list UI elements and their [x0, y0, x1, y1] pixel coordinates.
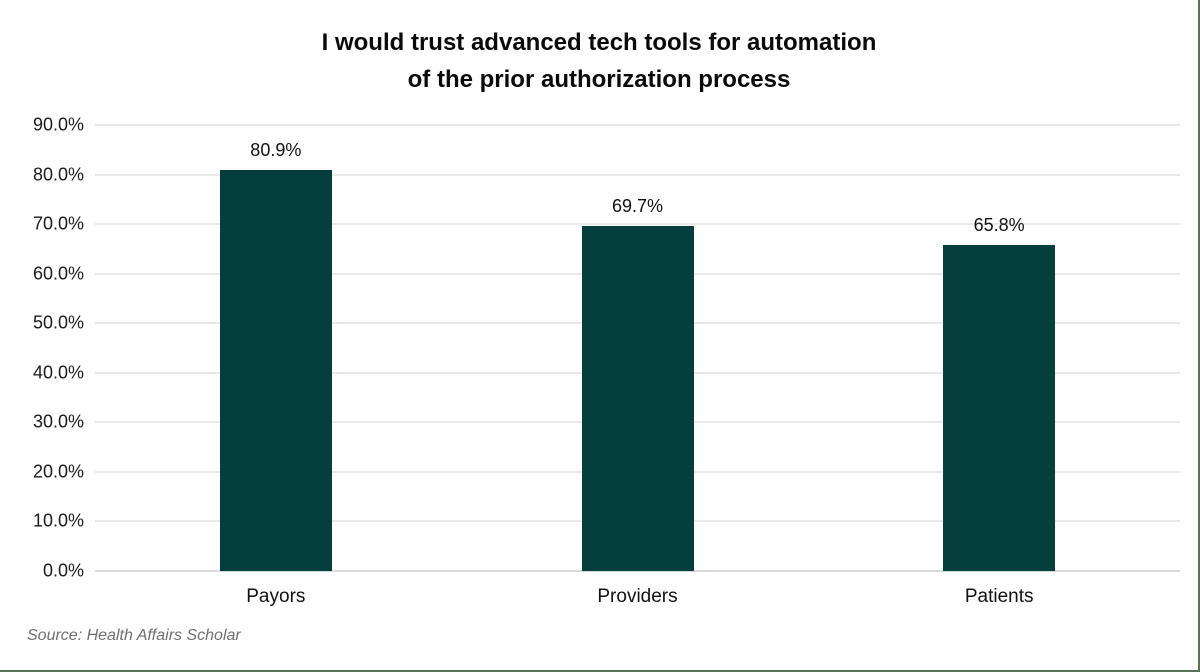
- x-axis: Payors Providers Patients: [95, 586, 1180, 614]
- y-axis: 0.0% 10.0% 20.0% 30.0% 40.0% 50.0% 60.0% 70.0% 8…: [0, 115, 84, 581]
- chart-title-line-2: of the prior authorization process: [407, 66, 791, 93]
- y-axis-tick-label: 20.0%: [32, 461, 84, 482]
- x-axis-line: [95, 570, 1180, 572]
- source-caption: Source: Health Affairs Scholar: [27, 627, 241, 644]
- bar-value-label: 65.8%: [973, 214, 1025, 235]
- bar-payors: [219, 170, 332, 571]
- gridline: [95, 173, 1180, 176]
- y-axis-tick-label: 60.0%: [32, 263, 84, 284]
- y-axis-tick-label: 70.0%: [32, 213, 84, 234]
- gridline: [95, 124, 1180, 126]
- y-axis-tick-label: 0.0%: [42, 560, 84, 581]
- bar-value-label: 69.7%: [611, 195, 664, 216]
- x-axis-category-label: Payors: [246, 586, 306, 607]
- y-axis-tick-label: 40.0%: [32, 362, 84, 383]
- bar-value-label: 80.9%: [250, 140, 302, 161]
- chart-title-line-1: I would trust advanced tech tools for au…: [321, 29, 877, 56]
- y-axis-tick-label: 80.0%: [32, 164, 84, 185]
- y-axis-tick-label: 30.0%: [32, 411, 84, 432]
- bar-providers: [581, 225, 694, 571]
- x-axis-category-label: Patients: [964, 586, 1034, 607]
- y-axis-tick-label: 50.0%: [32, 312, 84, 333]
- plot-area: 80.9% 69.7% 65.8%: [95, 124, 1180, 572]
- x-axis-category-label: Providers: [597, 586, 678, 607]
- y-axis-tick-label: 10.0%: [32, 510, 84, 531]
- gridline: [95, 223, 1180, 226]
- y-axis-tick-label: 90.0%: [32, 114, 84, 135]
- chart-title: I would trust advanced tech tools for au…: [0, 24, 1198, 98]
- bar-patients: [943, 244, 1056, 571]
